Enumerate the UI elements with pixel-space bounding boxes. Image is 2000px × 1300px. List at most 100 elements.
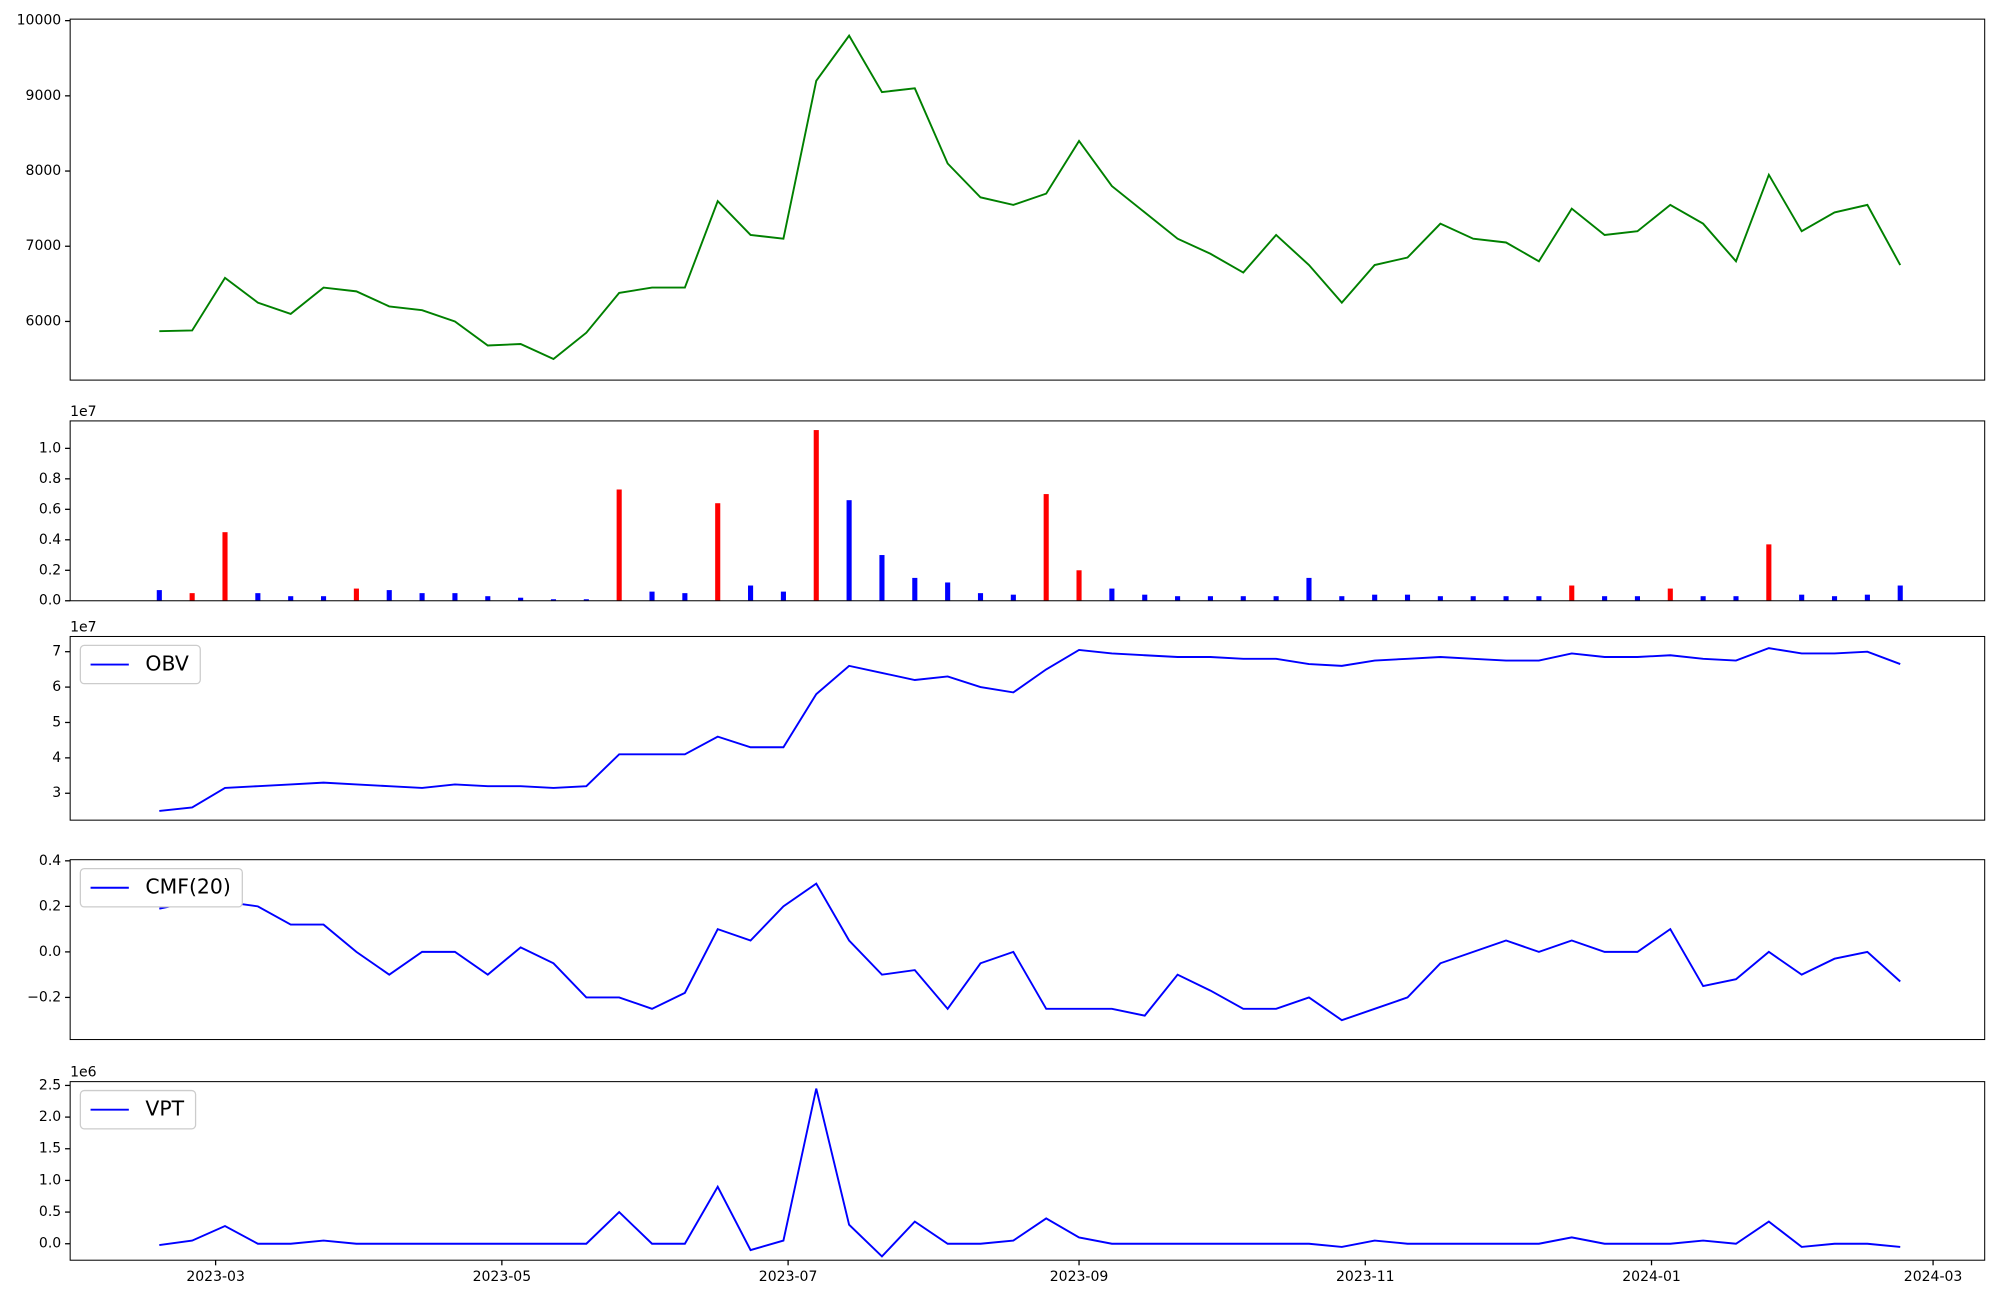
bar: [1700, 596, 1706, 601]
plot-frame: [69, 420, 1986, 602]
panel: 3 4 5 6 7 1e7 OBV: [52, 620, 1986, 821]
plot-frame: [69, 859, 1986, 1041]
bar: [353, 588, 359, 601]
bar: [1043, 494, 1049, 601]
bar: [386, 590, 392, 601]
x-tick-label: 2023-07: [759, 1269, 818, 1285]
bar: [1404, 594, 1411, 601]
legend-label: VPT: [145, 1097, 184, 1121]
line: [159, 647, 1901, 812]
y-tick-label: 0.0: [39, 944, 61, 960]
legend: OBV: [79, 644, 201, 685]
legend-label: CMF(20): [145, 875, 230, 899]
bar: [1536, 596, 1542, 601]
bar: [649, 591, 655, 601]
x-tick-label: 2023-11: [1336, 1269, 1395, 1285]
bar: [813, 430, 819, 601]
bar: [1240, 596, 1246, 601]
bar: [1437, 596, 1443, 601]
bar: [1569, 585, 1575, 601]
y-tick-label: 2.5: [39, 1077, 61, 1093]
bar: [1273, 596, 1279, 601]
x-tick-label: 2024-01: [1622, 1269, 1681, 1285]
legend: VPT: [79, 1089, 197, 1130]
bar: [1766, 544, 1772, 601]
y-tick-label: 0.0: [39, 1236, 61, 1252]
y-tick-label: 1.5: [39, 1141, 61, 1157]
bar: [320, 596, 327, 601]
y-tick-label: 0.2: [39, 898, 61, 914]
y-tick-label: 1.0: [39, 1172, 61, 1188]
y-tick-label: 0.4: [39, 853, 61, 869]
bar: [1339, 596, 1345, 601]
bar: [1864, 594, 1870, 601]
y-tick-label: 7: [52, 644, 61, 660]
bar: [1799, 594, 1805, 601]
legend: CMF(20): [79, 867, 243, 908]
bar: [1470, 596, 1476, 601]
plot-frame: [69, 1081, 1986, 1261]
bar: [846, 500, 852, 601]
x-tick-label: 2024-03: [1904, 1269, 1963, 1285]
bar: [452, 593, 458, 601]
bar: [1733, 596, 1739, 601]
bar: [945, 582, 951, 601]
line: [159, 1088, 1901, 1258]
offset-label: 1e7: [70, 620, 96, 636]
bar: [1142, 594, 1148, 601]
legend-box: [79, 644, 201, 685]
y-tick-label: 1.0: [39, 440, 61, 456]
y-tick-label: 5: [52, 714, 61, 730]
line: [159, 33, 1902, 361]
x-tick-label: 2023-09: [1050, 1269, 1109, 1285]
bar: [550, 599, 557, 601]
bar: [1207, 596, 1213, 601]
panel: 0.0 0.2 0.4 0.6 0.8 1.0 1e7: [39, 404, 1986, 609]
panel: 6000 7000 8000 9000 10000: [17, 13, 1986, 381]
y-tick-label: 0.6: [39, 501, 61, 517]
bar: [912, 577, 918, 601]
bar: [518, 597, 524, 601]
bar: [1306, 577, 1312, 601]
panel: 0.0 0.5 1.0 1.5 2.0 2.5 2023-03 2023-05 2023-07 2…: [39, 1065, 1986, 1285]
x-tick-label: 2023-03: [186, 1269, 245, 1285]
bar: [977, 593, 984, 601]
y-tick-label: 10000: [17, 13, 62, 29]
bar: [583, 599, 589, 601]
panel: −0.2 0.0 0.2 0.4 CMF(20): [27, 853, 1986, 1041]
bar: [1897, 585, 1903, 601]
offset-label: 1e7: [70, 404, 96, 420]
line: [159, 882, 1901, 1022]
y-tick-label: 0.0: [39, 593, 61, 609]
offset-label: 1e6: [70, 1065, 97, 1081]
legend-label: OBV: [145, 652, 188, 676]
plot-frame: [69, 18, 1986, 381]
y-tick-label: 0.5: [39, 1204, 61, 1220]
bar: [1372, 594, 1378, 601]
bar: [715, 503, 721, 601]
legend-box: [79, 867, 243, 908]
bar: [1503, 596, 1509, 601]
y-tick-label: 0.4: [39, 532, 61, 548]
bar: [255, 593, 261, 601]
bar: [682, 593, 688, 601]
bar: [1831, 596, 1838, 601]
bar: [748, 585, 754, 601]
y-tick-label: 7000: [26, 238, 62, 254]
bar: [1109, 588, 1115, 601]
y-tick-label: 9000: [26, 88, 62, 104]
bar: [879, 555, 885, 601]
bar: [189, 593, 195, 601]
bar: [222, 532, 228, 601]
bar: [156, 590, 162, 601]
bar: [419, 593, 425, 601]
y-tick-label: 2.0: [39, 1109, 61, 1125]
bar: [1010, 594, 1016, 601]
y-tick-label: 6: [52, 679, 61, 695]
bar: [616, 489, 622, 601]
bar: [1076, 570, 1082, 601]
y-tick-label: −0.2: [27, 989, 61, 1005]
legend-box: [79, 1089, 197, 1130]
bar: [485, 596, 491, 601]
